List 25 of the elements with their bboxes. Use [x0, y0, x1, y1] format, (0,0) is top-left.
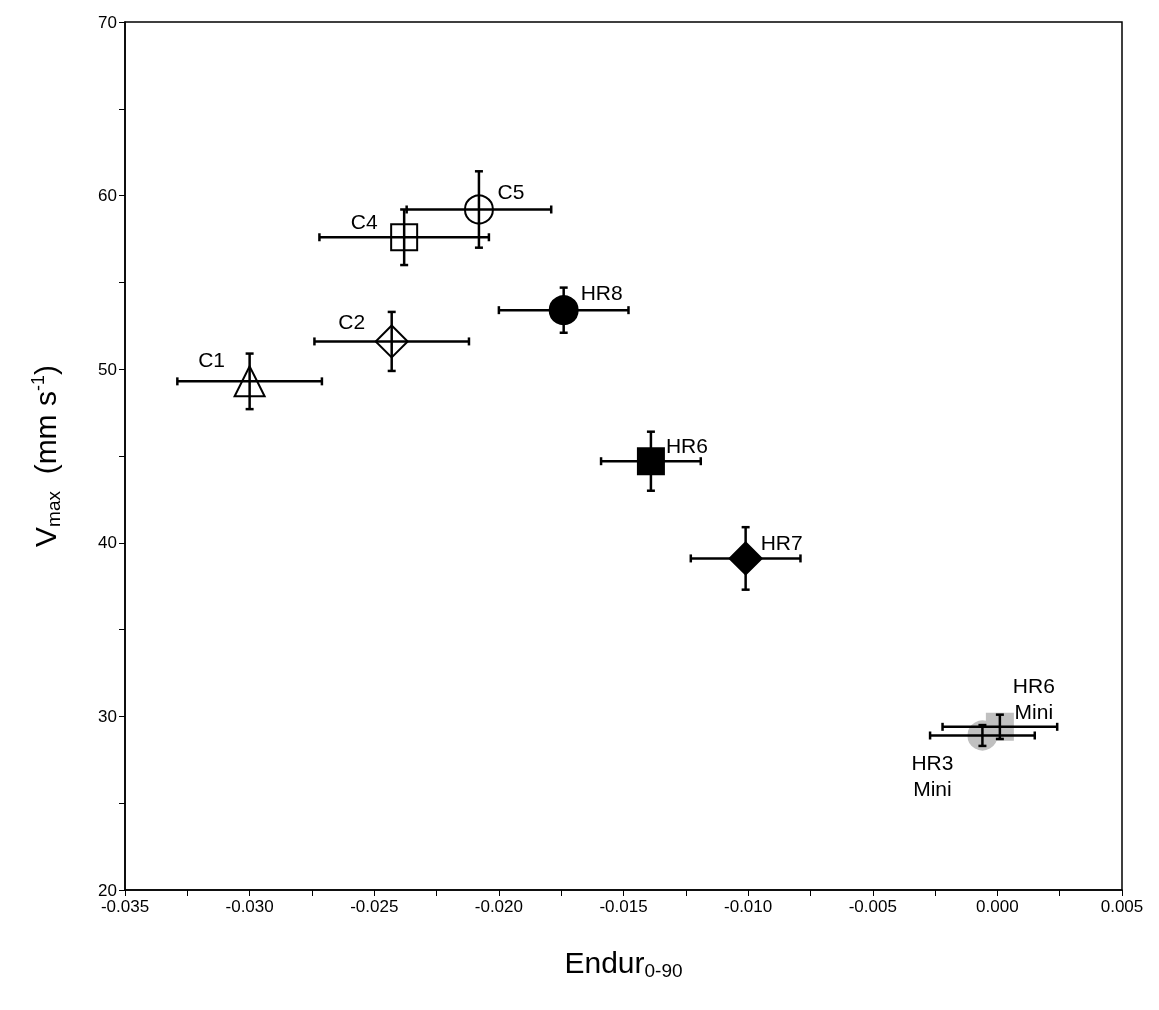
series-label: C1	[198, 347, 226, 371]
series-label: HR6 Mini	[1012, 674, 1055, 724]
series-label: C4	[350, 209, 378, 233]
y-tick-label: 20	[98, 880, 117, 900]
y-axis-title: Vmax (mm s-1)	[27, 365, 64, 547]
x-tick-label: -0.005	[848, 897, 897, 916]
series-label: HR3 Mini	[911, 751, 954, 800]
y-tick-label: 30	[98, 706, 117, 726]
series-label: HR8	[580, 280, 623, 304]
series-label: HR7	[760, 530, 803, 554]
series-label: C2	[338, 309, 366, 333]
x-tick-label: -0.015	[599, 897, 648, 916]
y-tick-label: 40	[98, 533, 117, 553]
x-tick-label: -0.030	[225, 897, 274, 916]
series-label: C5	[497, 179, 525, 203]
y-tick-label: 50	[98, 359, 117, 379]
x-tick-label: -0.020	[474, 897, 523, 916]
x-tick-label: -0.010	[724, 897, 773, 916]
y-tick-label: 70	[98, 12, 117, 32]
x-tick-label: 0.000	[976, 897, 1019, 916]
x-tick-label: -0.035	[100, 897, 150, 916]
x-tick-label: 0.005	[1100, 897, 1144, 916]
y-tick-label: 60	[98, 186, 117, 206]
x-tick-label: -0.025	[350, 897, 399, 916]
series-label: HR6	[665, 433, 708, 457]
